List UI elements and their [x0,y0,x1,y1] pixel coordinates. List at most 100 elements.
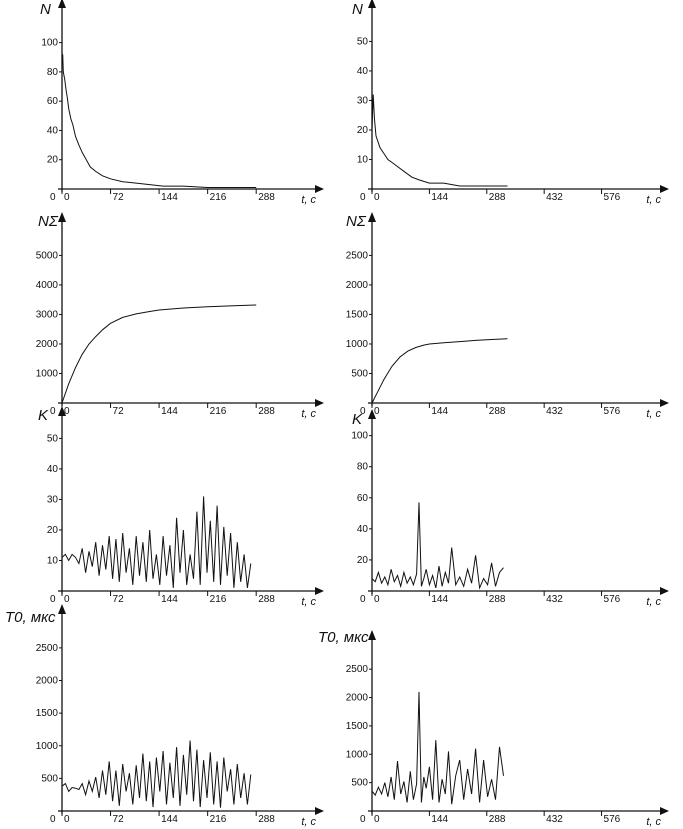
series-line [371,338,508,404]
y-tick-label: 2500 [346,664,369,675]
y-axis-label: T0, мкс [5,609,56,626]
x-axis-arrow [660,807,669,815]
x-axis-label: t, с [301,816,316,828]
x-tick-label: 288 [489,594,506,605]
y-axis-arrow [368,409,376,419]
x-tick-label: 432 [546,814,563,825]
x-tick-label: 432 [546,594,563,605]
y-tick-label: 40 [47,125,59,136]
x-tick-label: 0 [360,594,366,605]
y-tick-label: 30 [47,494,59,505]
y-axis-label: NΣ [346,213,367,230]
x-tick-label: 0 [64,192,70,203]
x-tick-label: 0 [64,406,70,417]
y-tick-label: 10 [47,555,59,566]
y-tick-label: 1000 [36,368,59,379]
x-tick-label: 144 [431,406,448,417]
y-axis-label: K [38,407,49,424]
y-tick-label: 100 [351,431,368,442]
x-axis-arrow [315,399,324,407]
x-tick-label: 0 [64,594,70,605]
series-line [371,502,504,590]
x-tick-label: 576 [604,192,621,203]
series-line [61,496,252,588]
y-tick-label: 60 [357,493,369,504]
y-tick-label: 2000 [36,676,59,687]
y-tick-label: 5000 [36,250,59,261]
x-axis-label: t, с [646,194,661,206]
y-tick-label: 2000 [346,280,369,291]
panel-N-right: 0 0 144 288 432 576 10 20 30 40 50 Nt, с [352,0,669,206]
x-tick-label: 0 [360,406,366,417]
x-axis-arrow [315,807,324,815]
y-tick-label: 40 [47,464,59,475]
y-tick-label: 1000 [36,741,59,752]
y-tick-label: 20 [47,525,59,536]
x-axis-label: t, с [646,816,661,828]
x-axis-arrow [315,587,324,595]
x-axis-arrow [315,185,324,193]
x-tick-label: 288 [489,814,506,825]
panel-N-sum-right: 0 0 144 288 432 576 500 1000 1500 2000 2500 NΣ t, с [346,212,669,420]
panel-N-sum-left: 0 0 72 144 216 288 1000 2000 3000 4000 5000 NΣ t, с [36,212,324,420]
y-tick-label: 1500 [346,721,369,732]
x-axis-label: t, с [301,194,316,206]
x-tick-label: 0 [360,814,366,825]
x-tick-label: 0 [50,406,56,417]
y-tick-label: 20 [47,155,59,166]
series-line [61,740,252,808]
x-tick-label: 432 [546,406,563,417]
y-axis-arrow [58,406,66,416]
x-tick-label: 0 [374,192,380,203]
y-tick-label: 1000 [346,339,369,350]
x-tick-label: 0 [360,192,366,203]
x-tick-label: 216 [210,406,227,417]
x-tick-label: 144 [161,814,178,825]
y-tick-label: 80 [357,462,369,473]
x-tick-label: 144 [431,192,448,203]
x-axis-arrow [660,587,669,595]
panel-T0-left: 0 0 72 144 216 288 500 1000 1500 2000 2500 T0, мкс t… [5,604,324,828]
y-tick-label: 500 [351,368,368,379]
x-tick-label: 144 [161,192,178,203]
x-tick-label: 216 [210,814,227,825]
y-tick-label: 500 [41,773,58,784]
y-tick-label: 50 [47,433,59,444]
x-axis-label: t, с [301,596,316,608]
x-tick-label: 144 [161,406,178,417]
x-axis-label: t, с [646,596,661,608]
series-line [61,54,257,188]
x-tick-label: 576 [604,406,621,417]
y-axis-label: N [40,1,51,18]
y-tick-label: 40 [357,66,369,77]
x-tick-label: 0 [64,814,70,825]
x-tick-label: 0 [374,406,380,417]
y-axis-arrow [368,0,376,8]
y-tick-label: 80 [47,67,59,78]
y-tick-label: 1500 [36,708,59,719]
x-tick-label: 576 [604,594,621,605]
x-tick-label: 72 [113,406,125,417]
x-tick-label: 216 [210,192,227,203]
y-tick-label: 50 [357,36,369,47]
y-tick-label: 60 [47,96,59,107]
x-tick-label: 0 [374,594,380,605]
x-tick-label: 576 [604,814,621,825]
y-axis-arrow [58,604,66,614]
x-tick-label: 72 [113,814,125,825]
x-axis-arrow [660,185,669,193]
x-tick-label: 144 [431,594,448,605]
y-axis-arrow [368,630,376,640]
series-line [371,691,504,805]
y-tick-label: 500 [351,778,368,789]
y-tick-label: 4000 [36,280,59,291]
y-axis-arrow [368,212,376,222]
x-tick-label: 72 [113,192,125,203]
x-tick-label: 288 [489,406,506,417]
x-tick-label: 288 [258,814,275,825]
y-axis-label: K [352,411,363,428]
x-axis-label: t, с [301,408,316,420]
